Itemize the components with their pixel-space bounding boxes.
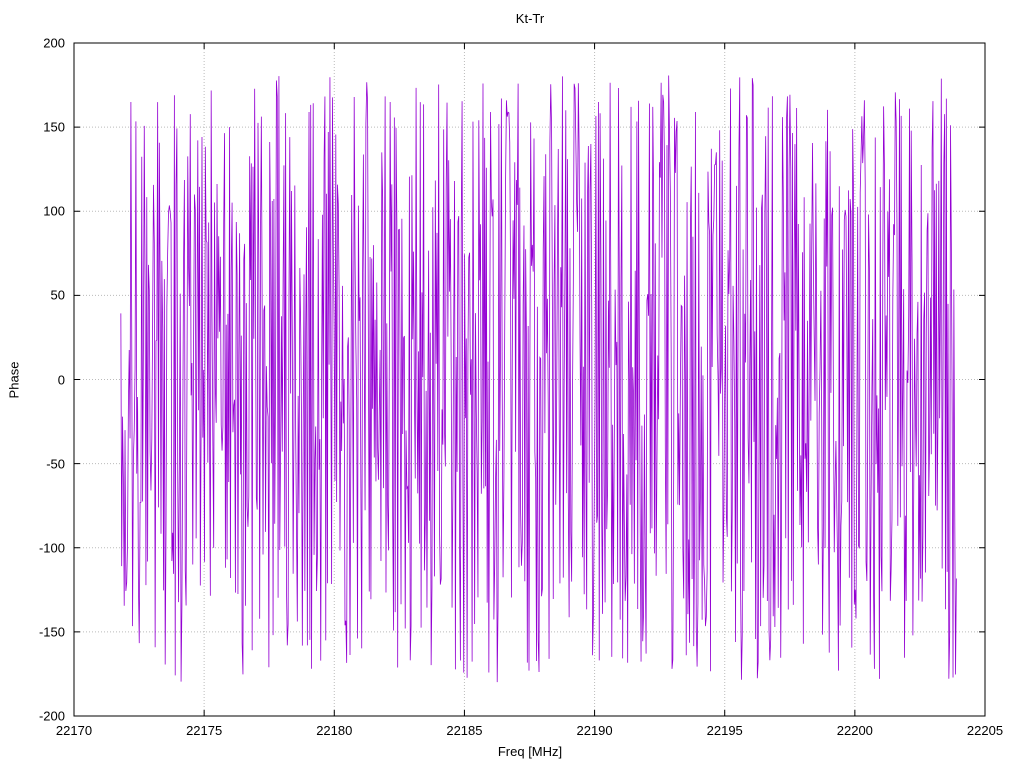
y-tick-label: -50 <box>46 456 65 472</box>
y-tick-label: -100 <box>38 540 65 556</box>
y-tick-label: 50 <box>50 287 65 303</box>
x-tick-label: 22185 <box>446 723 483 738</box>
y-tick-label: 150 <box>43 119 65 135</box>
x-tick-label: 22175 <box>186 723 223 738</box>
y-tick-label: 200 <box>43 35 65 51</box>
x-tick-label: 22190 <box>576 723 613 738</box>
x-tick-label: 22170 <box>55 723 93 738</box>
y-tick-label: 100 <box>43 203 65 219</box>
x-tick-label: 22205 <box>966 723 1004 738</box>
y-tick-label: -150 <box>38 624 65 640</box>
x-tick-label: 22200 <box>836 723 873 738</box>
x-tick-label: 22180 <box>316 723 353 738</box>
x-axis-label: Freq [MHz] <box>497 744 563 759</box>
chart-title: Kt-Tr <box>515 11 545 26</box>
y-tick-label: 0 <box>57 372 65 387</box>
y-tick-label: -200 <box>38 708 65 724</box>
phase-series <box>120 75 957 683</box>
y-axis-label: Phase <box>6 361 22 399</box>
x-tick-label: 22195 <box>706 723 743 738</box>
plot-border <box>73 42 986 717</box>
